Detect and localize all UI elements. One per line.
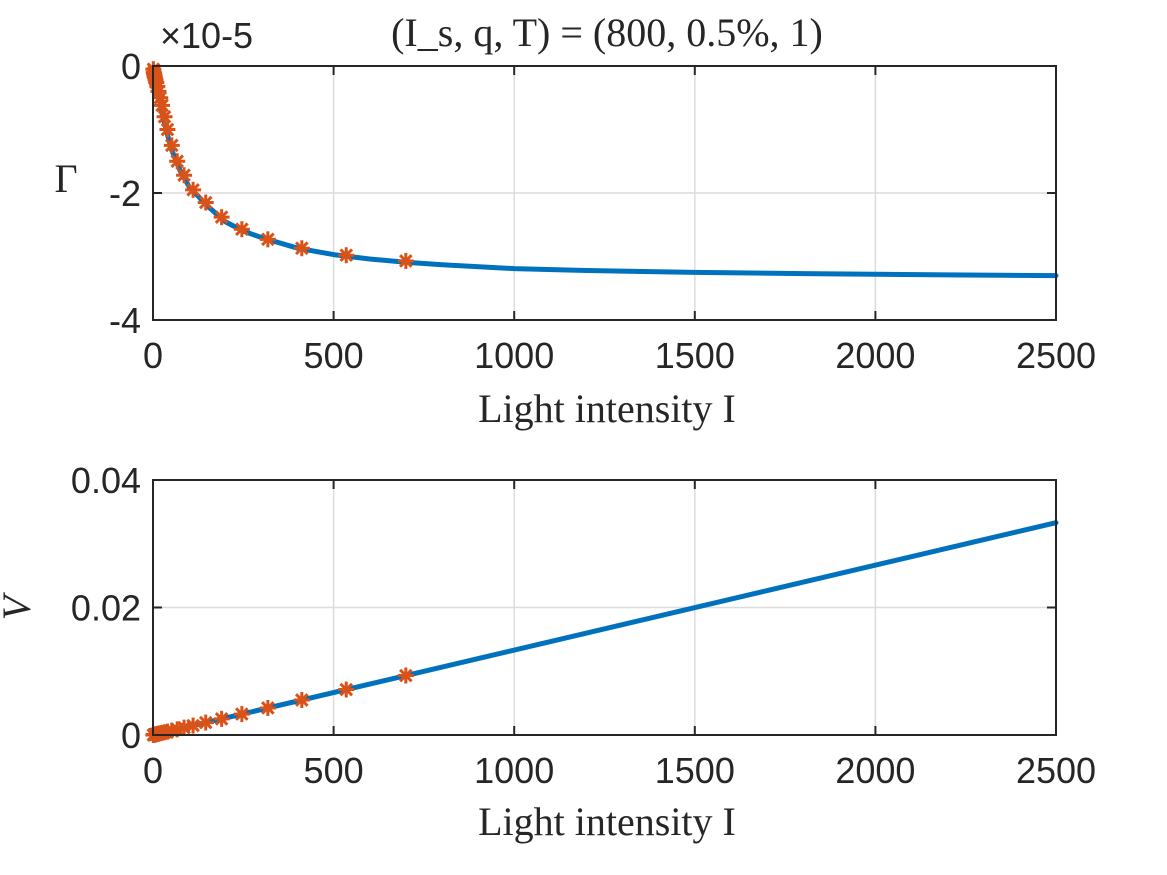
data-point-marker (338, 247, 355, 264)
data-point-marker (233, 221, 250, 238)
x-tick-label: 0 (143, 750, 163, 791)
x-tick-label: 0 (143, 335, 163, 376)
x-tick-label: 1000 (474, 750, 554, 791)
y-axis-label-top: Γ (54, 156, 77, 201)
y-tick-label: 0 (121, 715, 141, 756)
model-curve (150, 69, 1059, 279)
y-exponent-label: ×10-5 (160, 15, 253, 56)
data-point-marker (197, 714, 214, 731)
data-point-marker (259, 699, 276, 716)
x-tick-label: 2000 (835, 750, 915, 791)
data-point-marker (233, 706, 250, 723)
y-tick-label: 0.04 (71, 460, 141, 501)
data-point-marker (163, 137, 180, 154)
data-point-marker (213, 710, 230, 727)
data-point-marker (213, 209, 230, 226)
x-tick-label: 1500 (655, 750, 735, 791)
data-point-marker (185, 717, 202, 734)
y-axis-label-bottom: V (0, 591, 39, 620)
data-point-marker (397, 252, 414, 269)
data-point-marker (293, 692, 310, 709)
data-point-marker (154, 97, 171, 114)
data-point-marker (293, 240, 310, 257)
x-tick-label: 500 (304, 750, 364, 791)
voltage-panel: 0 500 1000 1500 2000 2500 0 0.02 0.04 (71, 460, 1096, 791)
x-tick-label: 1500 (655, 335, 735, 376)
data-point-marker (169, 153, 186, 170)
x-tick-label: 2000 (835, 335, 915, 376)
y-tick-label: -4 (109, 300, 141, 341)
x-axis-label-bottom: Light intensity I (478, 799, 736, 844)
y-tick-label: -2 (109, 173, 141, 214)
x-tick-label: 500 (304, 335, 364, 376)
model-curve (150, 520, 1059, 738)
y-tick-label: 0 (121, 46, 141, 87)
x-tick-label: 2500 (1016, 335, 1096, 376)
x-tick-label: 1000 (474, 335, 554, 376)
gamma-panel: 0 500 1000 1500 2000 2500 0 -2 -4 (109, 46, 1096, 376)
x-tick-label: 2500 (1016, 750, 1096, 791)
data-point-marker (338, 681, 355, 698)
data-point-marker (397, 667, 414, 684)
data-point-marker (197, 194, 214, 211)
x-axis-label-top: Light intensity I (478, 386, 736, 431)
data-point-marker (185, 181, 202, 198)
figure-title: (I_s, q, T) = (800, 0.5%, 1) (391, 10, 823, 55)
y-tick-label: 0.02 (71, 588, 141, 629)
data-point-marker (159, 121, 176, 138)
data-point-marker (176, 167, 193, 184)
data-point-marker (259, 231, 276, 248)
data-point-marker (156, 108, 173, 125)
